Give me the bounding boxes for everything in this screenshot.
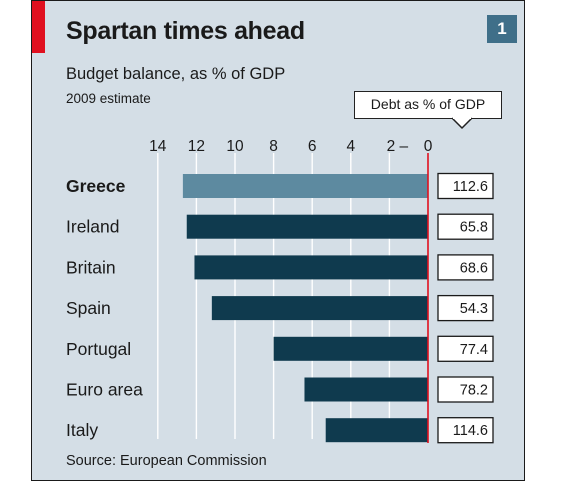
x-tick-label: 14 — [149, 138, 167, 155]
category-label: Euro area — [66, 380, 143, 400]
bar — [183, 174, 428, 198]
debt-value-label: 68.6 — [460, 260, 488, 276]
debt-value-label: 65.8 — [460, 220, 488, 236]
x-tick-label: 12 — [188, 138, 205, 155]
bar — [274, 337, 428, 361]
chart-source: Source: European Commission — [66, 453, 267, 469]
bar — [326, 418, 428, 442]
debt-value-label: 78.2 — [460, 383, 488, 399]
bar — [212, 296, 428, 320]
x-tick-label: 0 — [424, 138, 433, 155]
debt-header-pointer — [452, 118, 472, 128]
chart-panel: 1 Spartan times ahead Budget balance, as… — [31, 0, 525, 481]
category-label: Greece — [66, 176, 126, 196]
category-label: Portugal — [66, 339, 131, 359]
debt-value-label: 77.4 — [460, 342, 488, 358]
category-label: Ireland — [66, 217, 120, 237]
x-tick-label: 8 — [269, 138, 278, 155]
bar — [194, 255, 428, 279]
category-label: Italy — [66, 420, 98, 440]
x-tick-label: 4 — [346, 138, 355, 155]
x-tick-label: 6 — [308, 138, 317, 155]
debt-header-pointer-mask — [453, 116, 471, 119]
x-tick-label: 2 – — [387, 138, 409, 155]
category-label: Britain — [66, 257, 116, 277]
debt-value-label: 112.6 — [453, 179, 488, 195]
debt-value-label: 54.3 — [460, 301, 488, 317]
debt-value-label: 114.6 — [453, 423, 488, 439]
bar — [304, 378, 428, 402]
bar-chart: 14 12 10 8 6 4 2 – 0 Greece 112.6 Ireland 65.8 Brita… — [32, 1, 526, 482]
bar — [187, 215, 428, 239]
category-label: Spain — [66, 298, 111, 318]
x-tick-label: 10 — [226, 138, 244, 155]
